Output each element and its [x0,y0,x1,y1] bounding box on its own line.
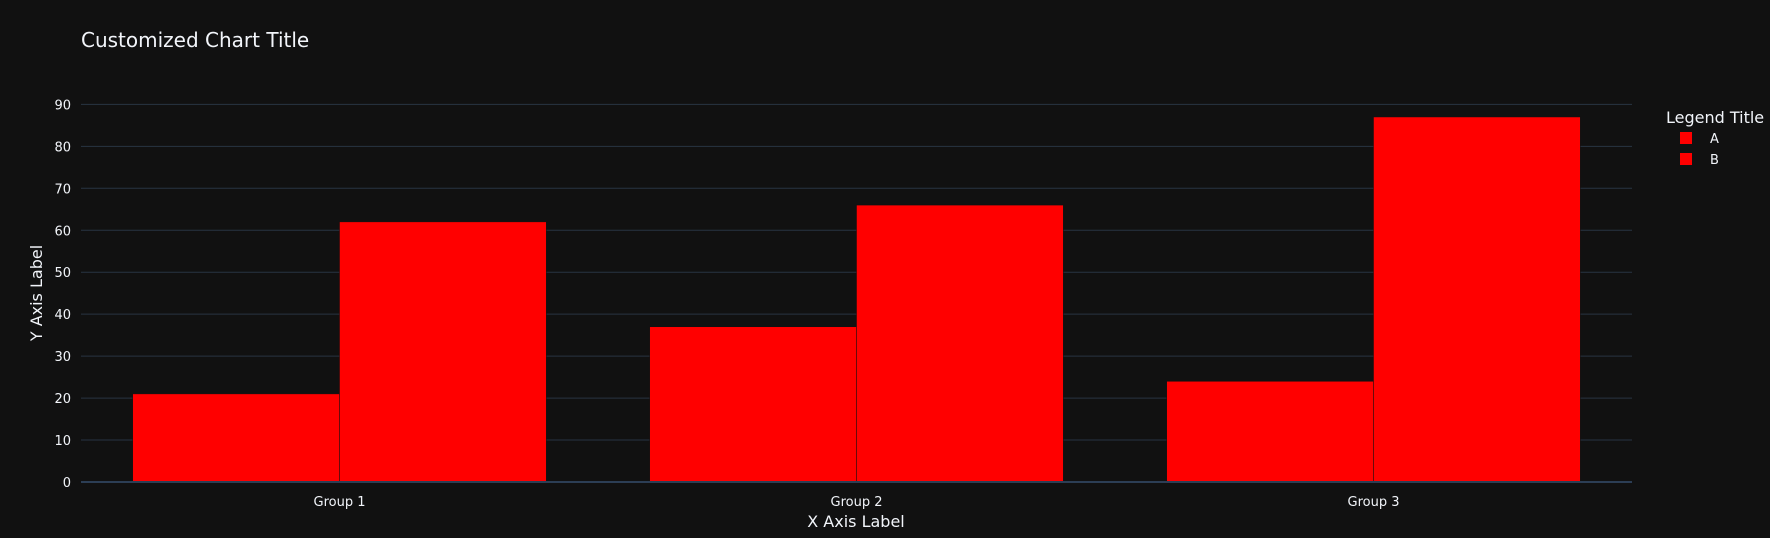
legend[interactable]: Legend Title AB [1666,108,1764,168]
bar-b-2[interactable] [856,204,1064,483]
x-tick-label: Group 3 [1348,495,1400,510]
chart-title: Customized Chart Title [81,28,309,52]
x-tick-label: Group 1 [314,495,366,510]
legend-label-b[interactable]: B [1710,153,1719,168]
bar-a-3[interactable] [1166,381,1374,483]
bar-b-1[interactable] [339,221,547,483]
y-tick-label: 60 [54,224,71,239]
y-tick-label: 20 [54,392,71,407]
y-tick-label: 30 [54,350,71,365]
y-tick-label: 80 [54,140,71,155]
bar-a-2[interactable] [649,326,857,483]
y-tick-label: 70 [54,182,71,197]
y-tick-label: 40 [54,308,71,323]
legend-label-a[interactable]: A [1710,132,1719,147]
legend-title: Legend Title [1666,108,1764,127]
y-tick-label: 10 [54,434,71,449]
y-tick-label: 0 [63,476,71,491]
bar-a-1[interactable] [132,393,340,483]
x-axis-title: X Axis Label [807,512,905,531]
y-axis-title: Y Axis Label [27,245,46,342]
x-tick-label: Group 2 [831,495,883,510]
y-tick-label: 50 [54,266,71,281]
bar-b-3[interactable] [1373,116,1581,483]
bars [132,116,1581,483]
legend-swatch-a[interactable] [1680,132,1692,144]
legend-swatch-b[interactable] [1680,153,1692,165]
axes: 0 10 20 30 40 50 60 70 80 90 Group 1 Group 2 Group 3 [54,98,1632,510]
y-tick-label: 90 [54,98,71,113]
